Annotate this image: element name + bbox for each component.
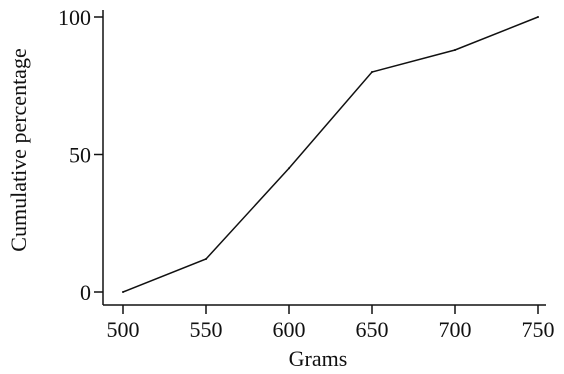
data-point <box>371 71 373 73</box>
x-tick-label: 500 <box>107 317 140 342</box>
y-tick-label: 100 <box>58 5 91 30</box>
data-point <box>454 49 456 51</box>
x-axis-title: Grams <box>289 346 348 371</box>
series-line <box>122 16 539 293</box>
data-point <box>205 258 207 260</box>
y-tick-label: 50 <box>69 143 91 168</box>
x-axis-ticks: 500 550 600 650 700 750 <box>107 305 555 342</box>
x-tick-label: 600 <box>273 317 306 342</box>
y-axis-title: Cumulative percentage <box>6 48 31 251</box>
x-tick-label: 700 <box>439 317 472 342</box>
y-tick-label: 0 <box>80 280 91 305</box>
x-tick-label: 550 <box>190 317 223 342</box>
data-point <box>537 16 539 18</box>
data-point <box>122 291 124 293</box>
series-points <box>122 16 539 293</box>
data-point <box>288 167 290 170</box>
y-axis-ticks: 0 50 100 <box>58 5 103 305</box>
x-tick-label: 750 <box>522 317 555 342</box>
x-tick-label: 650 <box>356 317 389 342</box>
